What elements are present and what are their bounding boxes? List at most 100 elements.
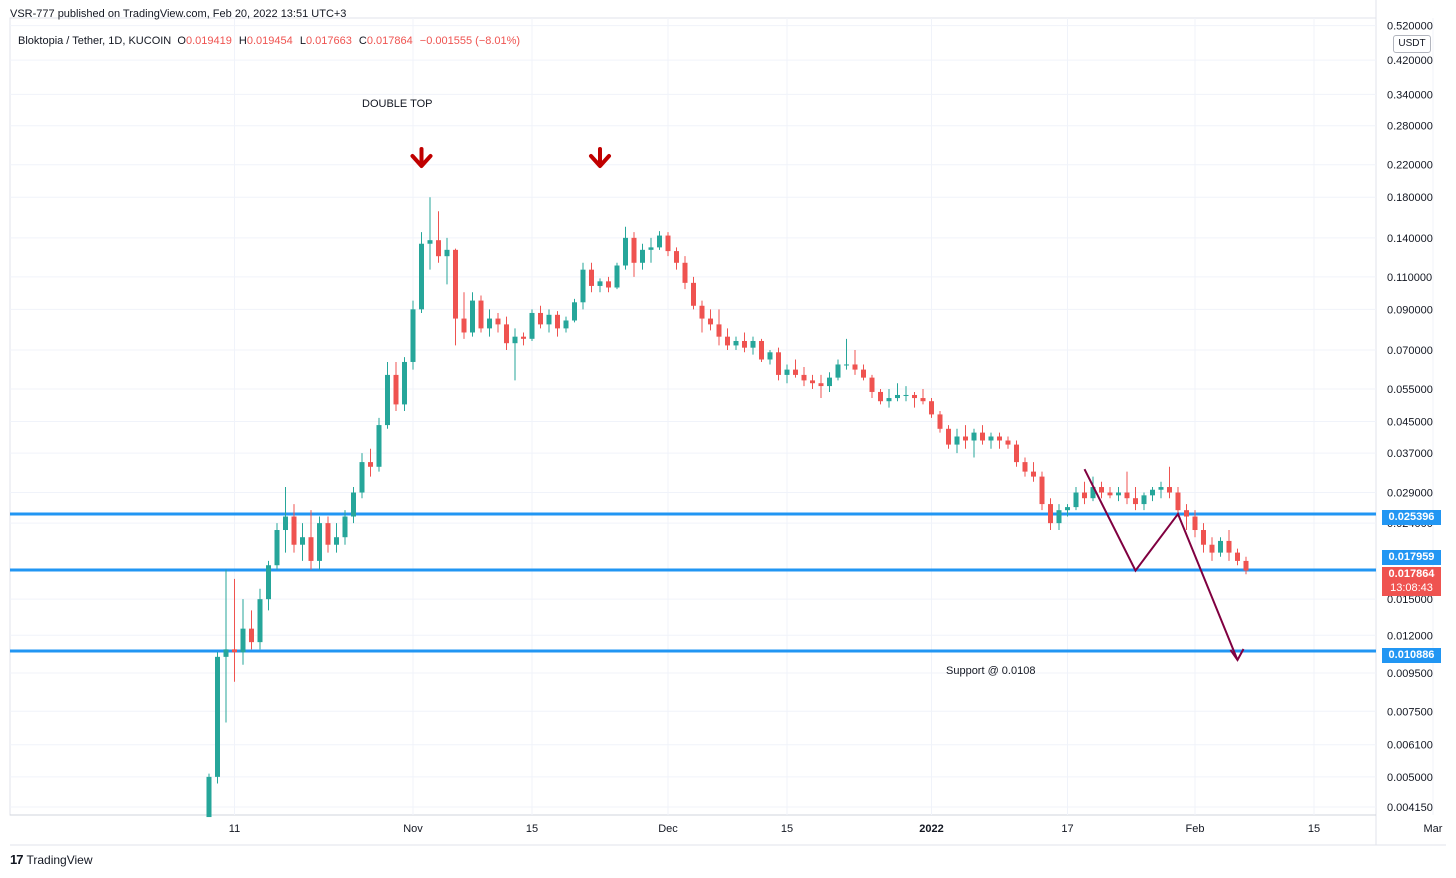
double-top-label: DOUBLE TOP — [362, 98, 433, 110]
low-label: L — [299, 35, 306, 47]
close-value: 0.017864 — [366, 35, 413, 47]
candle-body — [708, 318, 713, 325]
candle-body — [342, 516, 348, 538]
candle-body — [1073, 492, 1079, 508]
candle-body — [1209, 544, 1215, 553]
candle-body — [393, 374, 399, 405]
brand-name: TradingView — [26, 852, 93, 867]
candle-body — [1141, 495, 1147, 505]
y-tick-label: 0.340000 — [1387, 89, 1433, 101]
candle-body — [385, 374, 390, 426]
plot-area — [9, 17, 1377, 816]
candle-body — [512, 336, 518, 344]
candle-body — [232, 649, 237, 653]
candle-body — [223, 649, 229, 657]
x-tick-label: 15 — [1308, 823, 1320, 835]
y-tick-label: 0.520000 — [1387, 21, 1433, 33]
x-tick-label: Nov — [403, 823, 423, 835]
candle-body — [334, 537, 339, 545]
change-value: −0.001555 (−8.01%) — [419, 35, 521, 47]
candle-body — [487, 318, 492, 329]
candle-body — [640, 249, 645, 263]
candle-body — [988, 436, 994, 441]
pattern-path — [1083, 468, 1239, 661]
candle-body — [419, 243, 424, 310]
candle-body — [920, 398, 926, 402]
candle-body — [801, 374, 807, 381]
candle-body — [997, 436, 1002, 441]
x-tick-label: 11 — [229, 823, 240, 835]
candle-body — [1107, 492, 1113, 496]
y-tick-label: 0.180000 — [1387, 192, 1433, 204]
support-near-price-tag: 0.017959 — [1382, 550, 1441, 565]
candle-body — [1226, 540, 1232, 553]
candle-body — [657, 235, 662, 248]
support-label: Support @ 0.0108 — [946, 665, 1036, 677]
candle-body — [444, 249, 450, 257]
ohlc-legend: Bloktopia / Tether, 1D, KUCOIN O0.019419… — [18, 35, 524, 47]
countdown-tag: 13:08:43 — [1382, 581, 1441, 596]
candle-body — [614, 265, 620, 288]
y-tick-label: 0.029000 — [1387, 488, 1433, 500]
publish-info: VSR-777 published on TradingView.com, Fe… — [10, 8, 347, 20]
candle-body — [538, 312, 543, 325]
candle-body — [869, 377, 875, 392]
candle-body — [929, 401, 934, 415]
candle-body — [1243, 560, 1249, 571]
candle-body — [283, 516, 288, 531]
y-tick-label: 0.009500 — [1387, 668, 1433, 680]
candle-body — [597, 281, 603, 286]
candle-body — [1090, 487, 1096, 499]
candle-body — [963, 436, 968, 441]
close-label: C — [358, 35, 367, 47]
candle-body — [461, 318, 467, 333]
candle-body — [674, 251, 679, 263]
candle-body — [682, 262, 688, 283]
y-tick-label: 0.070000 — [1387, 345, 1433, 357]
y-tick-label: 0.045000 — [1387, 416, 1433, 428]
open-label: O — [177, 35, 186, 47]
candle-body — [504, 324, 509, 344]
brand-footer[interactable]: 17 TradingView — [10, 852, 93, 867]
candle-body — [1124, 492, 1130, 499]
candle-body — [317, 523, 322, 561]
candle-body — [648, 247, 654, 250]
symbol-title[interactable]: Bloktopia / Tether, 1D, KUCOIN — [18, 35, 172, 47]
candle-body — [767, 352, 773, 360]
candle-body — [699, 305, 705, 319]
candle-body — [852, 364, 858, 370]
currency-button[interactable]: USDT — [1393, 35, 1431, 53]
x-tick-label: 2022 — [919, 823, 943, 835]
candle-body — [1158, 487, 1164, 490]
candle-body — [291, 516, 297, 545]
candle-body — [427, 240, 433, 244]
x-tick-label: 17 — [1061, 823, 1073, 835]
candle-body — [1048, 504, 1053, 524]
candle-body — [376, 425, 382, 467]
candle-body — [742, 340, 747, 348]
candle-body — [980, 432, 985, 441]
candle-body — [215, 656, 220, 777]
candle-body — [631, 237, 637, 263]
candle-body — [589, 269, 594, 286]
candle-body — [1031, 471, 1036, 477]
candle-body — [206, 776, 212, 818]
candle-body — [359, 462, 365, 493]
candle-body — [971, 432, 977, 441]
tradingview-logo-icon: 17 — [10, 852, 24, 867]
candle-body — [725, 336, 730, 346]
y-tick-label: 0.006100 — [1387, 740, 1433, 752]
candle-body — [402, 361, 407, 405]
candle-body — [1201, 530, 1206, 545]
candle-body — [1192, 516, 1198, 531]
x-tick-label: 15 — [526, 823, 538, 835]
y-tick-label: 0.420000 — [1387, 55, 1433, 67]
candle-body — [759, 340, 764, 360]
candle-body — [818, 383, 824, 387]
down-arrow-icon — [589, 147, 611, 168]
y-tick-label: 0.280000 — [1387, 121, 1433, 133]
high-value: 0.019454 — [246, 35, 293, 47]
candle-body — [1167, 487, 1172, 493]
y-tick-label: 0.110000 — [1387, 272, 1432, 284]
